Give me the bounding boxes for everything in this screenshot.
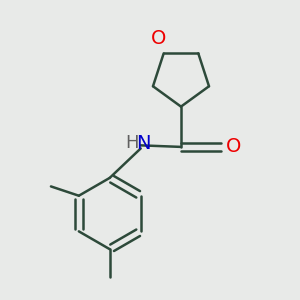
Text: O: O: [152, 29, 167, 48]
Text: N: N: [136, 134, 150, 153]
Text: H: H: [125, 134, 139, 152]
Text: O: O: [226, 137, 241, 156]
